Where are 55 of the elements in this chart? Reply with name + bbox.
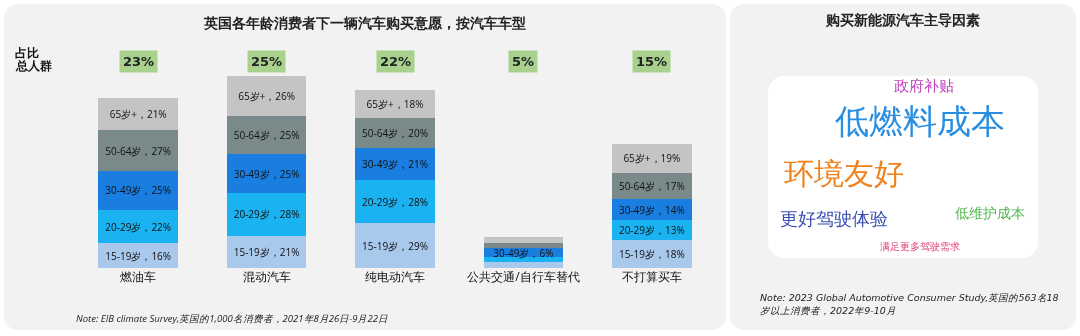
bar	[226, 76, 307, 117]
text: 低维护成本	[954, 204, 1025, 221]
data-label: 50-64岁，17%	[618, 178, 685, 193]
text: 环境友好	[784, 155, 905, 191]
bar	[98, 171, 178, 210]
data-label: 20-29岁，28%	[362, 194, 428, 209]
data-label: 50-64岁，25%	[233, 128, 300, 143]
data-label: 65岁+，19%	[623, 151, 681, 166]
x-tick-label: 混动汽车	[242, 268, 291, 285]
text: 政府补贴	[893, 76, 954, 94]
chart-title: 英国各年龄消费者下一辆汽车购买意愿，按汽车车型	[203, 13, 526, 33]
data-label: 30-49岁，21%	[362, 157, 428, 172]
bar	[355, 180, 435, 224]
x-tick-label: 公共交通/自行车替代	[467, 268, 580, 285]
text: 15%	[636, 54, 668, 69]
bar	[483, 257, 564, 262]
data-label: 15-19岁，16%	[105, 248, 172, 263]
bar	[98, 129, 178, 172]
data-label: 65岁+，21%	[109, 106, 167, 121]
text: 23%	[123, 54, 155, 69]
data-label: 50-64岁，20%	[362, 125, 428, 140]
text: 22%	[380, 54, 412, 69]
data-label: 30-49岁，25%	[105, 183, 172, 198]
data-label: 20-29岁，13%	[618, 223, 685, 238]
data-label: 65岁+，18%	[366, 96, 424, 111]
bar	[98, 97, 178, 130]
data-label: 20-29岁，28%	[233, 207, 300, 222]
x-tick-label: 不打算买车	[621, 268, 682, 285]
bar	[355, 223, 435, 268]
data-label: 20-29岁，22%	[105, 219, 172, 234]
data-label: 30-49岁，6%	[493, 245, 554, 260]
text: Note: EIB climate Survey,英国的1,000名消费者，2021年8月26日-9月22日	[76, 312, 388, 325]
data-label: 15-19岁，18%	[618, 247, 685, 262]
bar	[483, 243, 564, 249]
text: 满足更多驾驶需求	[880, 240, 961, 252]
bar	[355, 89, 435, 118]
bar	[483, 237, 564, 244]
x-tick-label: 燃油车	[120, 268, 157, 285]
bar	[483, 261, 564, 268]
data-label: 15-19岁，29%	[362, 238, 428, 253]
text: 低燃料成本	[835, 101, 1006, 142]
text: Note: 2023 Global Automotive Consumer Study,英国的563名18岁以上消费者，2022年9-10月	[760, 292, 1060, 318]
text: 更好驾驶体验	[779, 208, 888, 230]
data-label: 30-49岁，25%	[233, 166, 300, 181]
text: 25%	[251, 54, 283, 69]
data-label: 15-19岁，21%	[233, 244, 300, 259]
data-label: 50-64岁，27%	[105, 143, 172, 158]
text: 购买新能源汽车主导因素	[825, 12, 981, 30]
bar	[226, 154, 307, 193]
data-label: 30-49岁，14%	[618, 202, 685, 217]
bar	[612, 143, 692, 173]
text: 5%	[512, 54, 535, 69]
x-tick-label: 纯电动汽车	[365, 268, 425, 285]
data-label: 65岁+，26%	[238, 89, 296, 104]
bar	[226, 192, 307, 236]
